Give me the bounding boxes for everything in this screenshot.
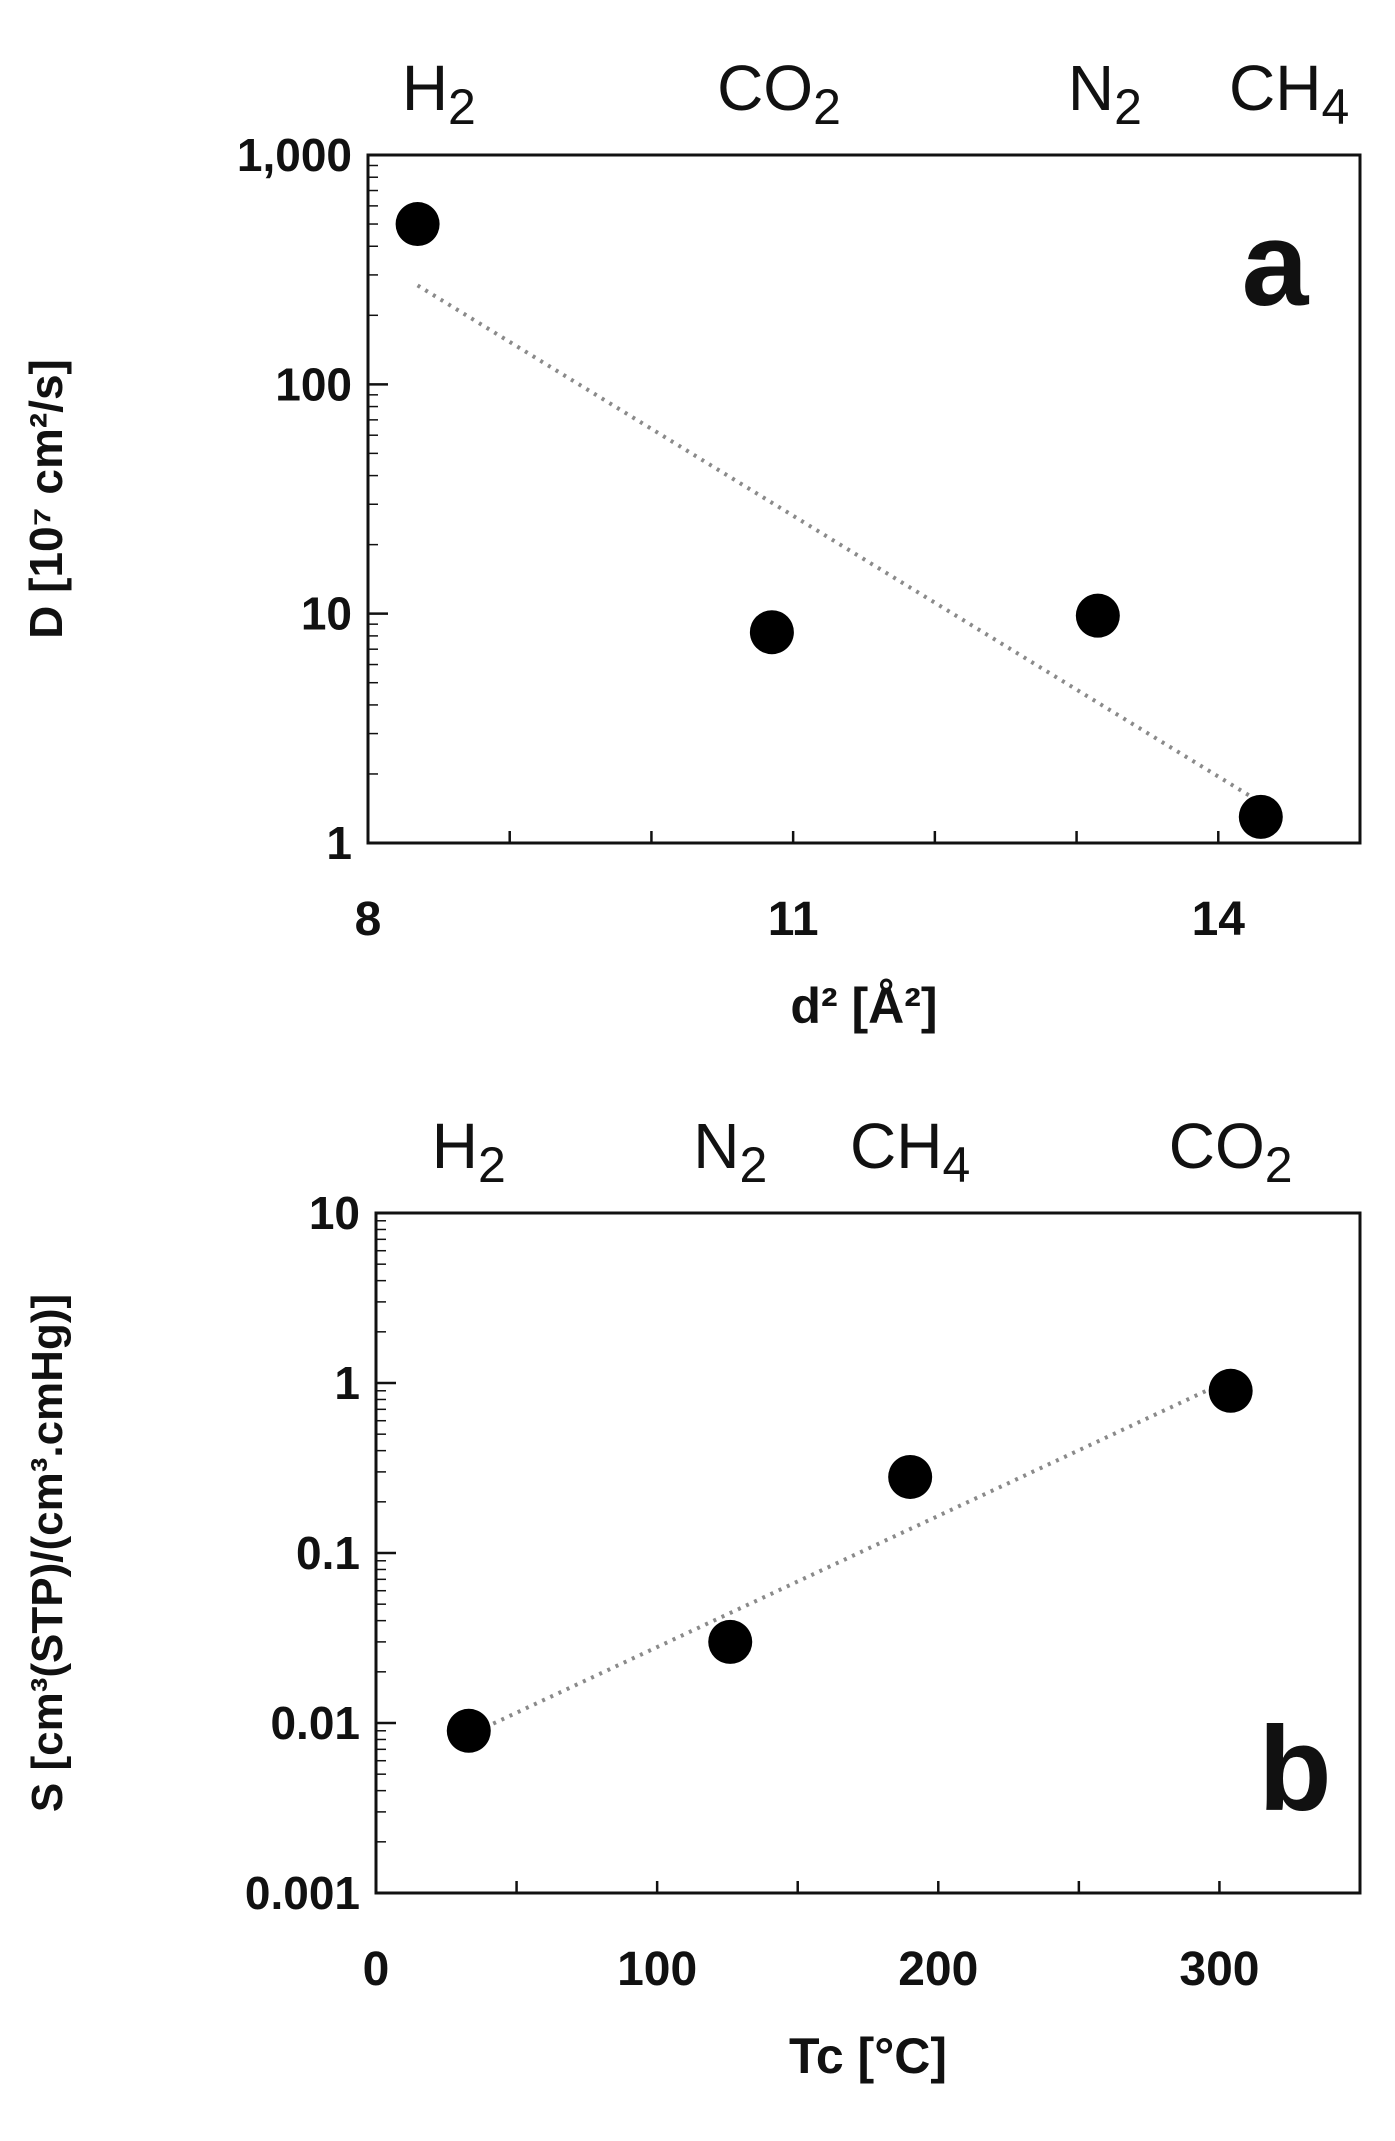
x-tick-label: 200 — [898, 1943, 978, 1996]
panel-letter: a — [1242, 197, 1310, 331]
y-tick-label: 1,000 — [237, 129, 352, 181]
x-tick-label: 14 — [1192, 893, 1246, 946]
data-point-h2 — [446, 1708, 491, 1753]
x-tick-label: 8 — [355, 893, 382, 946]
data-point-co2 — [1208, 1368, 1253, 1413]
plot-frame — [366, 153, 1362, 845]
panel-letter: b — [1258, 1702, 1331, 1836]
x-tick-label: 11 — [768, 893, 819, 946]
y-tick-label: 1 — [326, 817, 352, 869]
gas-label: H2 — [432, 1110, 506, 1193]
gas-label: N2 — [693, 1110, 767, 1193]
gas-label: CH4 — [1229, 52, 1349, 135]
y-tick-label: 10 — [309, 1187, 360, 1239]
y-tick-label: 0.001 — [245, 1867, 360, 1919]
gas-label: N2 — [1068, 52, 1142, 135]
data-point-h2 — [395, 202, 440, 247]
y-tick-label: 0.1 — [296, 1527, 360, 1579]
data-point-co2 — [749, 610, 794, 655]
gas-label: CH4 — [850, 1110, 970, 1193]
panel-a-chart: 1 10 100 1,000 8 11 14 d² [Å²] D [10⁷ cm²/s] H2 CO… — [20, 52, 1362, 1034]
x-tick-label: 100 — [617, 1943, 697, 1996]
gas-label: H2 — [402, 52, 476, 135]
y-tick-label: 100 — [275, 358, 352, 410]
y-tick-label: 1 — [334, 1357, 360, 1409]
data-point-n2 — [1075, 593, 1120, 638]
x-axis-title: Tc [°C] — [789, 2028, 947, 2084]
x-axis-title: d² [Å²] — [790, 978, 937, 1034]
y-tick-label: 0.01 — [270, 1697, 360, 1749]
x-tick-label: 0 — [363, 1943, 390, 1996]
data-point-n2 — [708, 1619, 753, 1664]
y-axis-title: S [cm³(STP)/(cm³.cmHg)] — [23, 1294, 72, 1812]
gas-label: CO2 — [1169, 1110, 1293, 1193]
plot-frame — [374, 1211, 1362, 1895]
data-point-ch4 — [888, 1454, 933, 1499]
x-tick-label: 300 — [1179, 1943, 1259, 1996]
trend-line — [416, 283, 1262, 805]
trend-line — [467, 1377, 1232, 1737]
y-tick-label: 10 — [301, 588, 352, 640]
data-point-ch4 — [1238, 794, 1283, 839]
gas-label: CO2 — [717, 52, 841, 135]
y-axis-title: D [10⁷ cm²/s] — [20, 359, 72, 639]
